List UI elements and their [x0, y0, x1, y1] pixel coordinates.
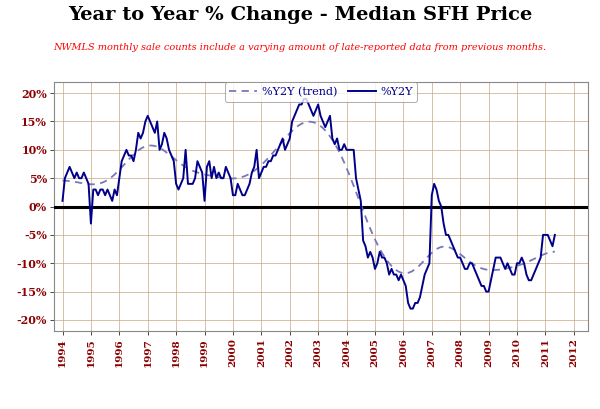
- %Y2Y: [73, 170, 80, 175]
- %Y2Y (trend): [400, 271, 407, 276]
- %Y2Y (trend): [73, 180, 80, 184]
- %Y2Y (trend): [234, 175, 241, 180]
- %Y2Y (trend): [551, 249, 559, 254]
- Line: %Y2Y (trend): %Y2Y (trend): [62, 122, 555, 273]
- %Y2Y (trend): [414, 265, 421, 270]
- %Y2Y: [301, 97, 308, 101]
- Legend: %Y2Y (trend), %Y2Y: %Y2Y (trend), %Y2Y: [225, 82, 417, 101]
- %Y2Y: [163, 136, 170, 141]
- %Y2Y: [551, 232, 559, 237]
- %Y2Y (trend): [464, 257, 471, 262]
- Line: %Y2Y: %Y2Y: [62, 99, 555, 309]
- %Y2Y: [414, 301, 421, 306]
- %Y2Y (trend): [305, 119, 312, 124]
- %Y2Y (trend): [163, 150, 170, 155]
- Text: NWMLS monthly sale counts include a varying amount of late-reported data from pr: NWMLS monthly sale counts include a vary…: [53, 43, 547, 52]
- %Y2Y: [400, 278, 407, 283]
- %Y2Y: [407, 306, 414, 311]
- Text: Year to Year % Change - Median SFH Price: Year to Year % Change - Median SFH Price: [68, 6, 532, 24]
- %Y2Y: [464, 267, 471, 272]
- %Y2Y (trend): [402, 271, 409, 276]
- %Y2Y: [234, 182, 241, 187]
- %Y2Y (trend): [59, 178, 66, 183]
- %Y2Y: [59, 198, 66, 203]
